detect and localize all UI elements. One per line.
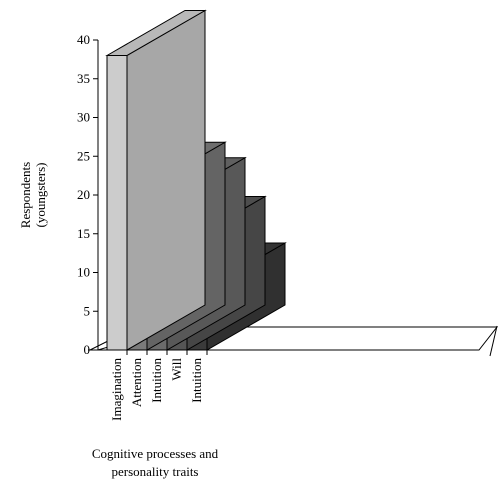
y-tick-label: 35 — [77, 71, 90, 86]
bar-front-face — [106, 55, 128, 351]
y-axis-label-line2: (youngsters) — [33, 163, 48, 228]
x-axis-label-line1: Cognitive processes and — [91, 446, 219, 461]
y-tick-label: 10 — [77, 265, 90, 280]
category-label: Attention — [129, 358, 144, 408]
category-label: Will — [169, 358, 184, 381]
y-tick-label: 30 — [77, 110, 90, 125]
y-tick-label: 20 — [77, 187, 90, 202]
floor-right-edge — [489, 325, 498, 357]
y-tick-label: 40 — [77, 32, 90, 47]
x-axis-label-line2: personality traits — [111, 464, 199, 479]
y-axis-label-line1: Respondents — [18, 162, 33, 228]
y-tick-label: 5 — [84, 303, 91, 318]
y-tick-label: 25 — [77, 148, 90, 163]
bars — [105, 9, 287, 351]
y-axis: 0 5 10 15 20 25 30 35 40 — [77, 32, 207, 357]
y-tick-label: 0 — [84, 342, 91, 357]
category-label: Imagination — [109, 358, 124, 421]
bar-side-face — [126, 9, 206, 351]
category-label: Intuition — [149, 358, 164, 403]
y-tick-label: 15 — [77, 226, 90, 241]
x-axis-label: Cognitive processes and personality trai… — [30, 445, 280, 481]
category-labels: Imagination Attention Intuition Will Intuiti… — [109, 350, 208, 421]
category-label: Intuition — [189, 358, 204, 403]
bar-0 — [105, 9, 207, 351]
